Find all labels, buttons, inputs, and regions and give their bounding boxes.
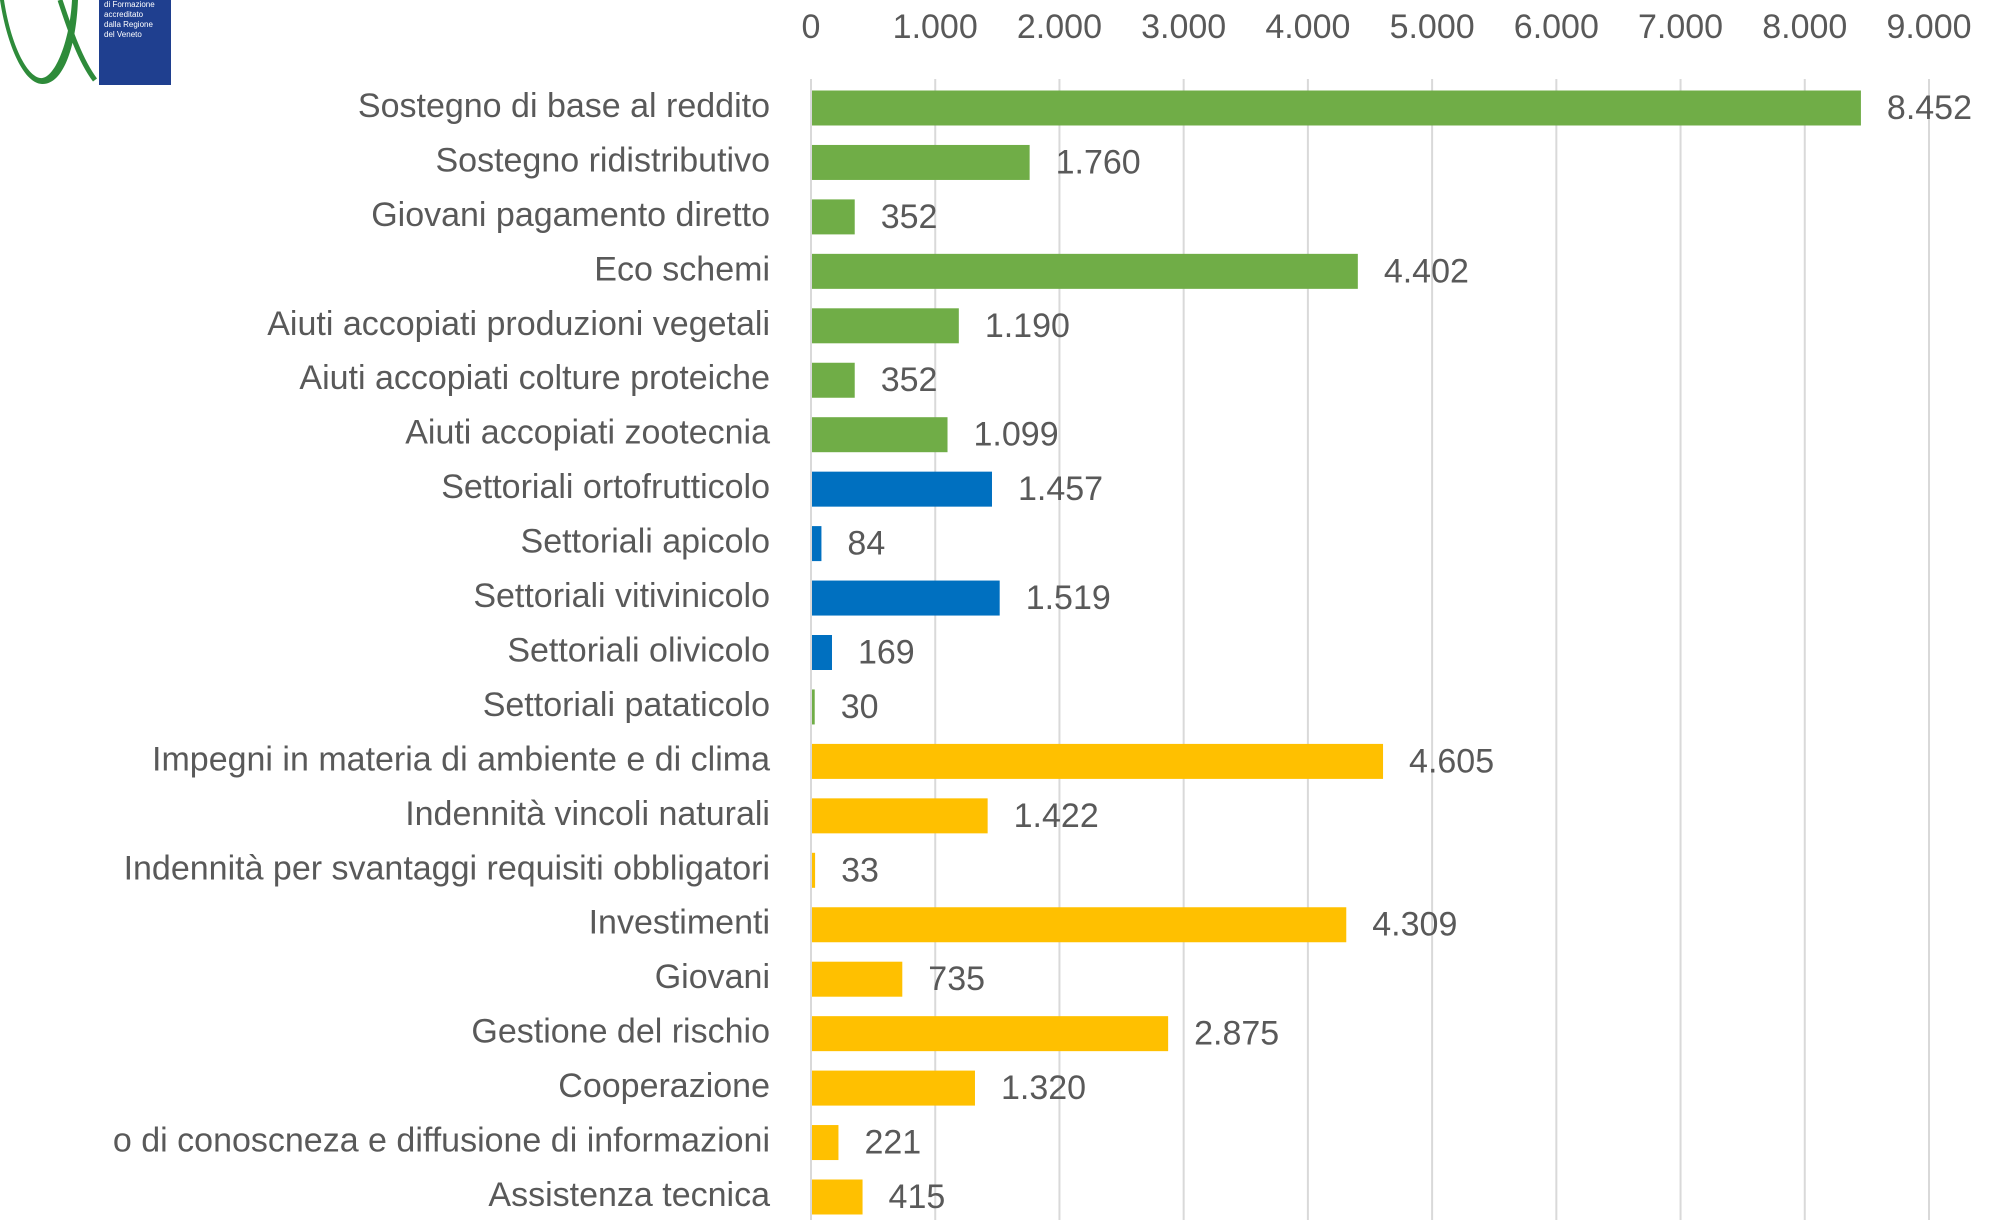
bar (811, 362, 855, 398)
bar (811, 743, 1384, 779)
bar (811, 1016, 1169, 1052)
y-tick-label: Eco schemi (594, 250, 770, 288)
data-label: 221 (864, 1124, 921, 1162)
bar (811, 689, 815, 725)
data-label: 84 (847, 525, 885, 563)
bar (811, 635, 832, 670)
x-tick-label: 5.000 (1390, 8, 1475, 46)
bar (811, 471, 992, 507)
y-tick-label: o di conoscneza e diffusione di informaz… (113, 1122, 770, 1160)
data-label: 33 (841, 851, 879, 889)
bar (811, 90, 1861, 126)
bar (811, 144, 1030, 180)
y-tick-label: Giovani pagamento diretto (371, 196, 770, 234)
data-label: 4.605 (1409, 742, 1494, 780)
y-tick-label: Impegni in materia di ambiente e di clim… (152, 740, 770, 778)
y-tick-label: Investimenti (589, 904, 770, 942)
x-tick-label: 2.000 (1017, 8, 1102, 46)
data-label: 8.452 (1887, 89, 1972, 127)
logo-text: di Formazione (104, 0, 155, 9)
data-label: 1.099 (974, 416, 1059, 454)
x-tick-label: 8.000 (1762, 8, 1847, 46)
bar (811, 1179, 863, 1215)
bar (811, 253, 1358, 289)
bar (811, 580, 1000, 616)
logo-box (99, 0, 171, 85)
data-label: 352 (881, 361, 938, 399)
y-tick-label: Sostegno ridistributivo (435, 141, 770, 179)
data-label: 30 (841, 688, 879, 726)
y-tick-label: Aiuti accopiati zootecnia (405, 414, 770, 452)
bar (811, 308, 959, 344)
bar (811, 1070, 975, 1106)
data-label: 1.457 (1018, 470, 1103, 508)
logo-swoosh (0, 0, 78, 85)
data-label: 4.309 (1372, 906, 1457, 944)
data-label: 415 (889, 1178, 946, 1216)
data-label: 1.190 (985, 307, 1070, 345)
y-tick-label: Cooperazione (558, 1067, 770, 1105)
x-tick-label: 9.000 (1886, 8, 1971, 46)
logo (0, 0, 171, 85)
x-tick-label: 1.000 (893, 8, 978, 46)
y-tick-label: Settoriali vitivinicolo (473, 577, 770, 615)
y-tick-label: Settoriali olivicolo (507, 631, 770, 669)
data-label: 1.422 (1014, 797, 1099, 835)
y-tick-label: Gestione del rischio (471, 1013, 770, 1051)
data-label: 169 (858, 633, 915, 671)
y-tick-label: Settoriali apicolo (521, 523, 770, 561)
bar (811, 798, 988, 834)
x-tick-label: 3.000 (1141, 8, 1226, 46)
x-tick-label: 4.000 (1265, 8, 1350, 46)
logo-text: dalla Regione (104, 20, 153, 29)
data-label: 1.519 (1026, 579, 1111, 617)
y-tick-label: Assistenza tecnica (488, 1176, 770, 1214)
bar (811, 526, 822, 562)
y-tick-label: Settoriali pataticolo (483, 686, 770, 724)
y-tick-label: Aiuti accopiati colture proteiche (299, 359, 770, 397)
data-label: 735 (928, 960, 985, 998)
data-label: 1.760 (1056, 143, 1141, 181)
bar (811, 907, 1347, 943)
bar (811, 1125, 839, 1161)
y-tick-label: Indennità vincoli naturali (405, 795, 770, 833)
x-tick-label: 0 (802, 8, 821, 46)
y-tick-label: Aiuti accopiati produzioni vegetali (267, 305, 770, 343)
y-tick-label: Settoriali ortofrutticolo (441, 468, 770, 506)
bar (811, 199, 855, 235)
logo-swoosh (57, 0, 98, 82)
logo-text: del Veneto (104, 30, 142, 39)
bar (811, 417, 948, 453)
bar (811, 852, 816, 888)
data-label: 4.402 (1384, 252, 1469, 290)
y-tick-label: Giovani (655, 958, 770, 996)
x-tick-label: 7.000 (1638, 8, 1723, 46)
data-label: 2.875 (1194, 1015, 1279, 1053)
logo-text: accreditato (104, 10, 144, 19)
y-tick-label: Sostegno di base al reddito (358, 87, 770, 125)
x-tick-label: 6.000 (1514, 8, 1599, 46)
y-tick-label: Indennità per svantaggi requisiti obblig… (124, 849, 770, 887)
data-label: 1.320 (1001, 1069, 1086, 1107)
data-label: 352 (881, 198, 938, 236)
bar (811, 961, 903, 997)
